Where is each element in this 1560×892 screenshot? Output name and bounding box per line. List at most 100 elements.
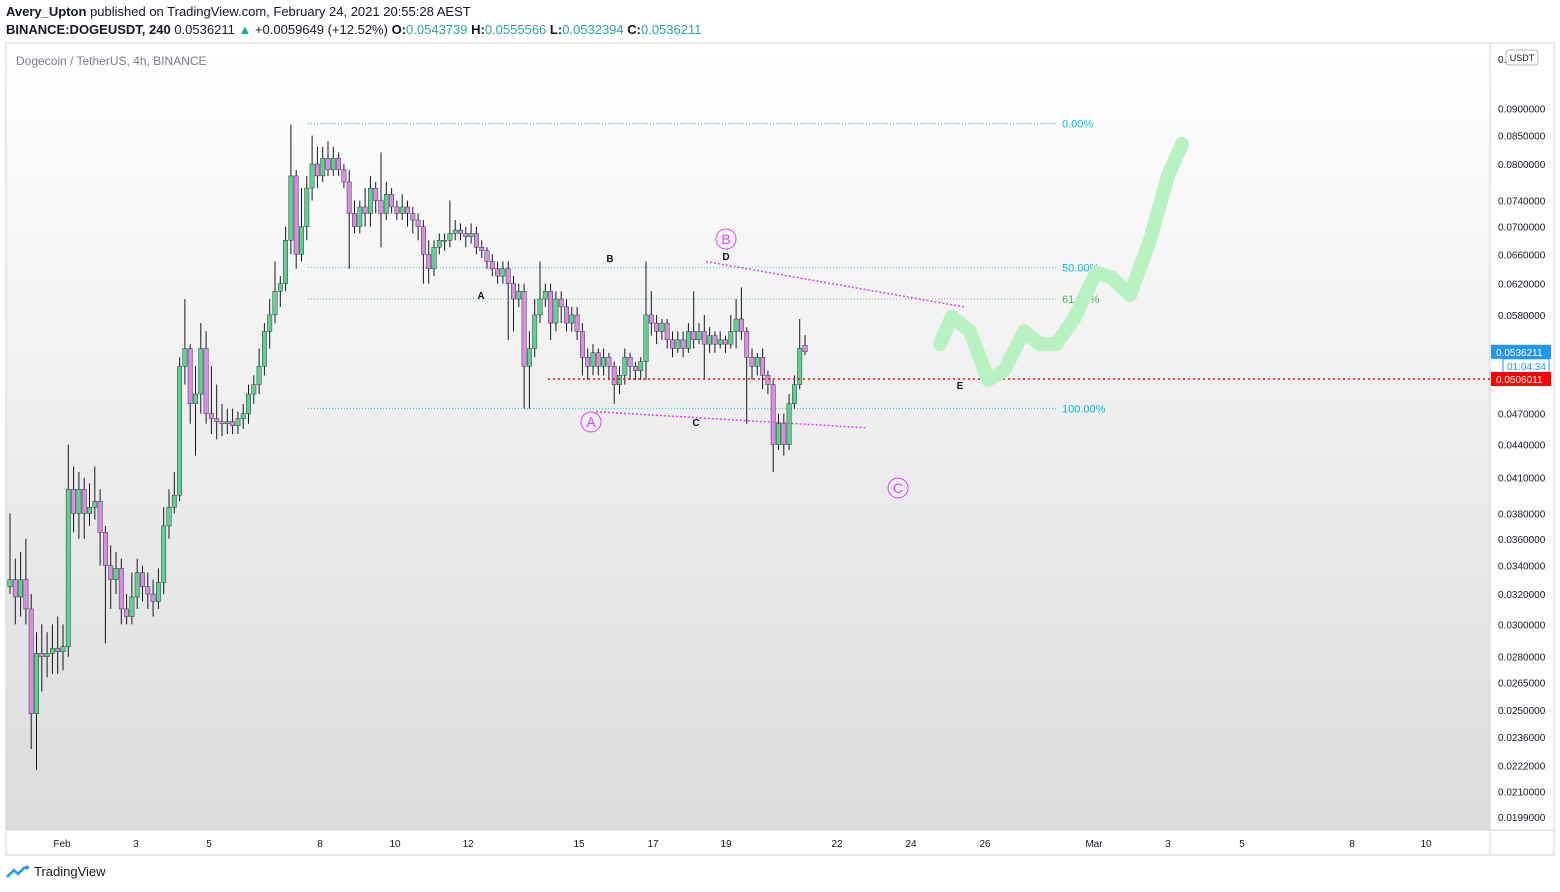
- x-tick-label: 17: [647, 839, 659, 850]
- annotations[interactable]: A B C A B C D E: [477, 136, 1490, 499]
- candle-body: [558, 298, 564, 308]
- candles: [7, 124, 808, 770]
- y-tick-label: 0.0800000: [1498, 160, 1546, 171]
- candle-body: [65, 489, 71, 647]
- candle-body: [770, 384, 776, 445]
- candle-body: [537, 298, 543, 316]
- y-tick-label: 0.0250000: [1498, 706, 1546, 717]
- y-tick-label: 0.0410000: [1498, 474, 1546, 485]
- symbol-line: BINANCE:DOGEUSDT, 240 0.0536211 ▲ +0.005…: [6, 22, 701, 37]
- candle-body: [659, 322, 665, 332]
- candle-body: [521, 291, 527, 367]
- wave-letter-E: E: [957, 381, 964, 392]
- candle-body: [267, 314, 273, 332]
- candle-body: [463, 233, 469, 238]
- candle-body: [797, 348, 803, 385]
- candle-body: [283, 240, 288, 284]
- candle-body: [325, 157, 331, 171]
- candle-body: [786, 403, 792, 445]
- x-tick-label: 15: [573, 839, 585, 850]
- wave-label-A_circle: A: [586, 414, 596, 430]
- y-tick-label: 0.0740000: [1498, 197, 1546, 208]
- candle-body: [341, 169, 347, 183]
- candle-body: [686, 331, 691, 349]
- candle-body: [60, 646, 66, 652]
- y-tick-label: 0.0300000: [1498, 620, 1546, 631]
- candle-body: [548, 291, 554, 324]
- y-tick-label: 0.0440000: [1498, 441, 1546, 452]
- y-tick-label: 0.0236000: [1498, 733, 1546, 744]
- y-tick-label: 0.0320000: [1498, 590, 1546, 601]
- candle-body: [262, 331, 267, 367]
- candle-body: [754, 357, 760, 367]
- candle-body: [643, 314, 649, 362]
- high-label: H:: [471, 22, 485, 37]
- candle-body: [12, 579, 18, 598]
- x-tick-label: 10: [1420, 839, 1432, 850]
- last-price-tag: [1491, 344, 1551, 359]
- candle-body: [394, 206, 400, 214]
- candle-body: [680, 339, 686, 349]
- candle-body: [436, 240, 442, 248]
- candle-body: [299, 226, 304, 255]
- candle-body: [447, 233, 453, 241]
- x-tick-label: Mar: [1085, 839, 1103, 850]
- y-tick-label: 0.0380000: [1498, 509, 1546, 520]
- x-tick-label: 24: [905, 839, 917, 850]
- close-label: C:: [627, 22, 641, 37]
- axes: Dogecoin / TetherUS, 4h, BINANCE 0.090000…: [16, 49, 1551, 850]
- triangle-lower-line: [595, 410, 867, 429]
- plot-background: [6, 43, 1490, 830]
- candle-body: [648, 314, 654, 324]
- candle-body: [383, 194, 389, 214]
- candle-body: [251, 384, 257, 395]
- candle-body: [55, 648, 61, 652]
- x-tick-label: 3: [1165, 839, 1171, 850]
- candle-body: [595, 352, 601, 367]
- candle-body: [155, 582, 161, 602]
- open-label: O:: [391, 22, 407, 37]
- fib-label-3: 100.00%: [1062, 404, 1106, 416]
- candle-body: [102, 532, 108, 566]
- candle-body: [611, 365, 617, 385]
- candle-body: [696, 331, 702, 341]
- candle-body: [468, 233, 474, 238]
- candle-body: [511, 283, 516, 300]
- candle-body: [749, 357, 755, 367]
- candle-body: [219, 421, 225, 424]
- candle-body: [293, 175, 299, 255]
- candle-body: [452, 229, 458, 234]
- candle-body: [113, 568, 119, 580]
- candle-body: [182, 348, 188, 367]
- candle-body: [553, 298, 559, 324]
- candle-body: [23, 579, 29, 610]
- high-value: 0.0555566: [484, 22, 547, 37]
- candle-body: [378, 200, 384, 214]
- y-tick-label: 0.0850000: [1498, 132, 1546, 143]
- up-arrow-icon: ▲: [238, 22, 252, 37]
- candle-body: [701, 331, 707, 345]
- fib-label-0: 0.00%: [1062, 119, 1093, 131]
- tradingview-logo-icon: [6, 865, 29, 878]
- candle-body: [802, 345, 808, 352]
- y-tick-label: 0.0265000: [1498, 679, 1546, 690]
- tradingview-footer[interactable]: TradingView: [6, 864, 106, 879]
- currency-badge: [1505, 49, 1539, 66]
- candle-body: [627, 357, 633, 367]
- candle-body: [28, 608, 34, 714]
- author-name[interactable]: Avery_Upton: [6, 4, 87, 19]
- x-tick-label: 26: [979, 839, 991, 850]
- candle-body: [224, 421, 230, 424]
- tradingview-brand: TradingView: [34, 864, 106, 879]
- candle-body: [277, 283, 283, 292]
- candle-body: [352, 213, 357, 227]
- candle-body: [336, 157, 341, 171]
- level-price-tag: [1491, 371, 1551, 386]
- y-tick-label: 0.0222000: [1498, 762, 1546, 773]
- candle-body: [426, 254, 432, 269]
- candle-body: [670, 339, 675, 349]
- candle-body: [654, 322, 660, 332]
- y-tick-label: 0.0210000: [1498, 788, 1546, 799]
- symbol-name: BINANCE:DOGEUSDT, 240: [6, 22, 171, 37]
